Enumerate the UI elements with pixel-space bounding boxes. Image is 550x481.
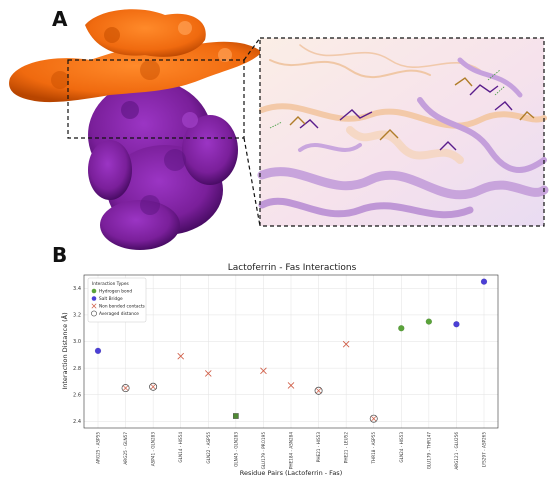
data-point-averaged — [314, 386, 323, 395]
zoom-line-bottom — [243, 137, 261, 227]
fas-surface — [88, 80, 238, 250]
legend-marker-nonbond — [91, 303, 97, 309]
legend-title: Interaction Types — [92, 281, 130, 287]
data-point-averaged — [121, 384, 130, 393]
data-point-nonbond — [287, 382, 295, 389]
x-tick-label: GLN14 - HIS54 — [178, 432, 183, 463]
panel-b-letter: B — [52, 243, 67, 267]
panel-a: A — [9, 7, 549, 250]
legend-marker-hbond — [91, 288, 97, 294]
legend-marker-salt — [91, 296, 97, 301]
x-axis-label: Residue Pairs (Lactoferrin - Fas) — [240, 469, 342, 477]
y-tick-label: 3.2 — [73, 313, 81, 319]
x-tick-label: GLU179 - THR147 — [426, 432, 431, 470]
selection-box — [67, 59, 245, 139]
x-tick-label: LYS297 - ASP265 — [482, 432, 487, 468]
data-point-salt — [453, 321, 460, 328]
interface-inset — [257, 37, 549, 227]
legend: Interaction Types Hydrogen bond Salt Bri… — [87, 277, 147, 323]
legend-marker-averaged — [91, 310, 97, 317]
plot-area — [83, 274, 499, 429]
panel-b: B Lactoferrin - Fas Interactions 2.42.62… — [52, 243, 499, 477]
x-tick-label: PHE21 - LEU52 — [344, 432, 349, 464]
y-axis-label: Interaction Distance (Å) — [60, 312, 69, 389]
data-point-salt — [480, 278, 488, 285]
data-point-averaged — [149, 382, 158, 391]
x-tick-label: GLN24 - HIS53 — [399, 432, 404, 463]
x-tick-label: ARG25 - ASP55 — [96, 432, 101, 464]
y-tick-label: 2.6 — [73, 392, 81, 398]
data-point-hbond_square — [233, 413, 239, 419]
x-tick-label: PHE184 - ASN284 — [289, 432, 294, 469]
data-point-nonbond — [342, 340, 350, 348]
data-point-averaged — [369, 414, 378, 423]
x-tick-label: GLN22 - ASP55 — [206, 432, 211, 464]
x-tick-label: THR18 - ASP55 — [371, 432, 376, 465]
x-tick-label: PHE21 - HIS53 — [316, 432, 321, 463]
data-point-hbond — [425, 318, 433, 325]
panel-a-letter: A — [52, 7, 68, 31]
data-point-nonbond — [177, 352, 184, 360]
data-point-nonbond — [205, 370, 212, 377]
data-point-hbond — [398, 325, 405, 332]
y-tick-label: 2.8 — [73, 366, 81, 372]
chart-title: Lactoferrin - Fas Interactions — [228, 263, 357, 273]
legend-item-hbond: Hydrogen bond — [99, 289, 132, 295]
x-axis: ARG25 - ASP55 ARG25 - GLN57 ASP41 - GLN283… — [96, 432, 487, 470]
lactoferrin-surface — [9, 9, 262, 103]
grid-lines — [84, 275, 498, 428]
y-axis: 2.4 2.6 2.8 3.0 3.2 3.4 — [73, 286, 81, 425]
legend-item-salt: Salt Bridge — [99, 296, 123, 302]
x-tick-label: GLU179 - PRO195 — [261, 432, 266, 470]
x-tick-label: ARG121 - GLU256 — [454, 432, 459, 470]
y-tick-label: 2.4 — [73, 419, 81, 425]
legend-item-nonbond: Non bonded contacts — [99, 304, 146, 310]
legend-item-averaged: Averaged distance — [99, 311, 139, 317]
y-tick-label: 3.4 — [73, 286, 81, 292]
x-tick-label: ARG25 - GLN57 — [123, 432, 128, 465]
data-points — [94, 278, 488, 423]
x-tick-label: ASP41 - GLN283 — [151, 432, 156, 467]
x-tick-label: GLN45 - GLN283 — [233, 432, 238, 467]
data-point-nonbond — [260, 367, 267, 375]
zoom-line-top — [243, 37, 261, 61]
y-tick-label: 3.0 — [73, 339, 81, 345]
legend-box — [87, 277, 147, 323]
data-point-salt — [94, 347, 102, 354]
